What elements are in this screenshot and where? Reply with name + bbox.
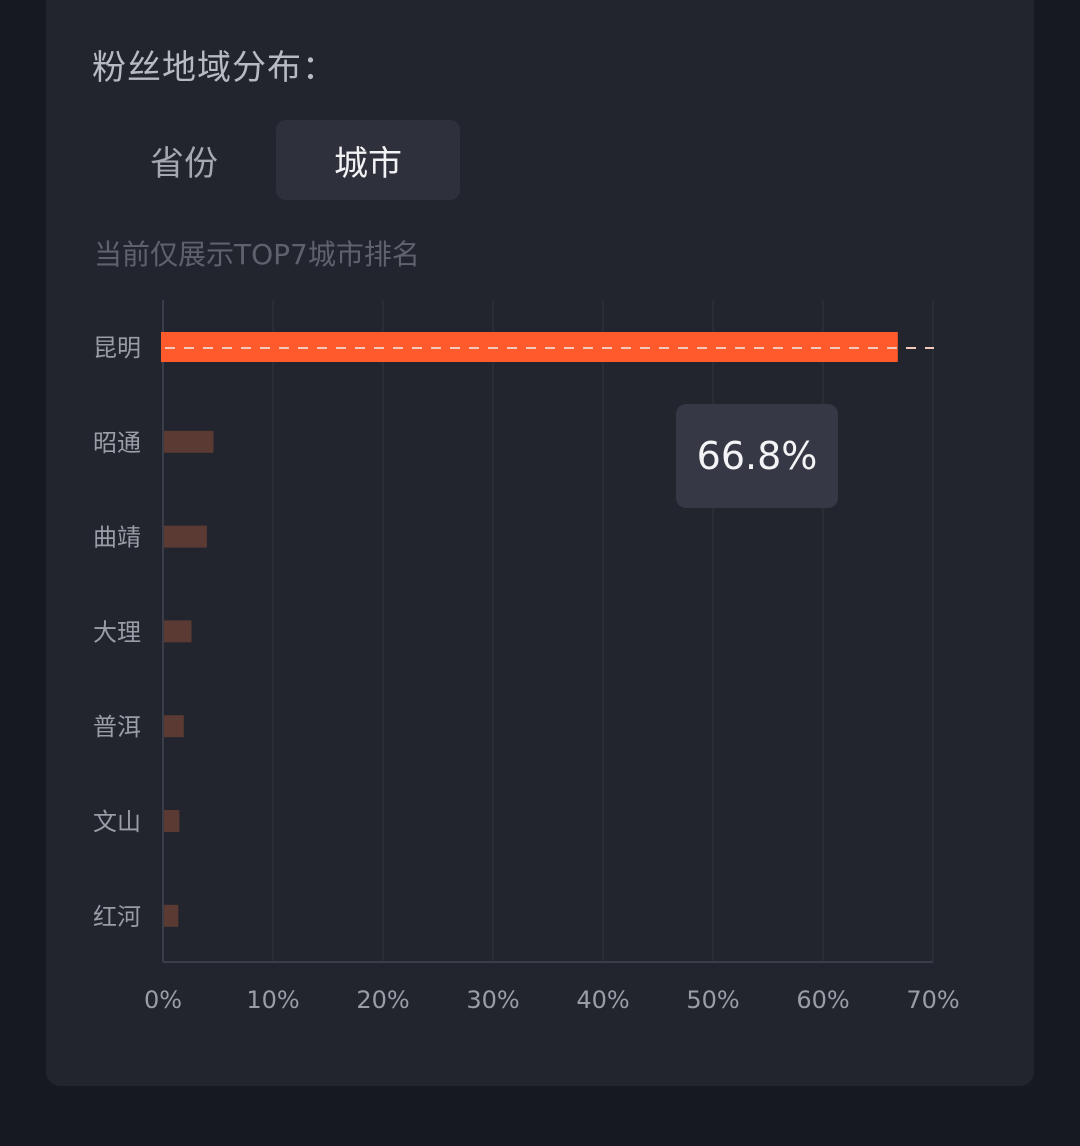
category-label: 曲靖 (93, 524, 141, 552)
category-label: 昆明 (93, 334, 141, 362)
x-tick-label: 70% (906, 986, 959, 1014)
bar (164, 810, 180, 832)
bar (164, 525, 207, 548)
tab-province[interactable]: 省份 (150, 143, 218, 184)
x-tick-label: 60% (796, 986, 849, 1014)
value-tooltip: 66.8% (676, 404, 838, 508)
category-label: 普洱 (93, 713, 141, 741)
bar (164, 430, 214, 453)
bar (164, 904, 179, 927)
tab-city[interactable]: 城市 (276, 120, 460, 200)
category-label: 大理 (93, 618, 141, 646)
x-tick-label: 40% (576, 986, 629, 1014)
x-tick-label: 0% (144, 986, 182, 1014)
x-tick-label: 30% (466, 986, 519, 1014)
fan-region-card (46, 0, 1034, 1086)
bar (164, 715, 184, 738)
category-label: 文山 (93, 808, 141, 836)
category-label: 红河 (93, 903, 141, 931)
x-tick-label: 50% (686, 986, 739, 1014)
category-label: 昭通 (93, 429, 141, 457)
x-tick-label: 20% (356, 986, 409, 1014)
top7-hint: 当前仅展示TOP7城市排名 (94, 238, 420, 271)
section-title: 粉丝地域分布： (92, 48, 337, 88)
x-tick-label: 10% (246, 986, 299, 1014)
bar (164, 620, 192, 643)
